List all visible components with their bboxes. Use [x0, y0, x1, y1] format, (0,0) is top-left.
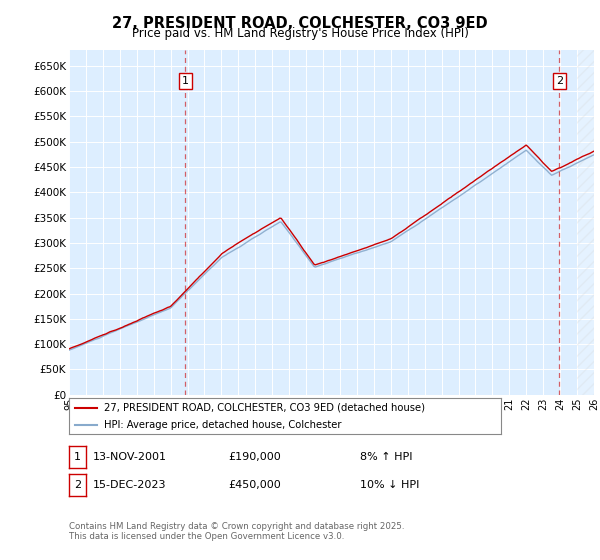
- Text: 10% ↓ HPI: 10% ↓ HPI: [360, 480, 419, 490]
- Text: £450,000: £450,000: [228, 480, 281, 490]
- Text: 27, PRESIDENT ROAD, COLCHESTER, CO3 9ED (detached house): 27, PRESIDENT ROAD, COLCHESTER, CO3 9ED …: [104, 403, 425, 413]
- Text: 2: 2: [556, 76, 563, 86]
- Text: HPI: Average price, detached house, Colchester: HPI: Average price, detached house, Colc…: [104, 420, 341, 430]
- Text: 1: 1: [182, 76, 189, 86]
- Text: This data is licensed under the Open Government Licence v3.0.: This data is licensed under the Open Gov…: [69, 532, 344, 541]
- Text: 27, PRESIDENT ROAD, COLCHESTER, CO3 9ED: 27, PRESIDENT ROAD, COLCHESTER, CO3 9ED: [112, 16, 488, 31]
- Text: 8% ↑ HPI: 8% ↑ HPI: [360, 452, 413, 462]
- Text: 2: 2: [74, 480, 81, 490]
- Bar: [577, 50, 594, 395]
- Text: 15-DEC-2023: 15-DEC-2023: [93, 480, 167, 490]
- Text: 13-NOV-2001: 13-NOV-2001: [93, 452, 167, 462]
- Text: Contains HM Land Registry data © Crown copyright and database right 2025.: Contains HM Land Registry data © Crown c…: [69, 522, 404, 531]
- Text: Price paid vs. HM Land Registry's House Price Index (HPI): Price paid vs. HM Land Registry's House …: [131, 27, 469, 40]
- Text: £190,000: £190,000: [228, 452, 281, 462]
- Text: 1: 1: [74, 452, 81, 462]
